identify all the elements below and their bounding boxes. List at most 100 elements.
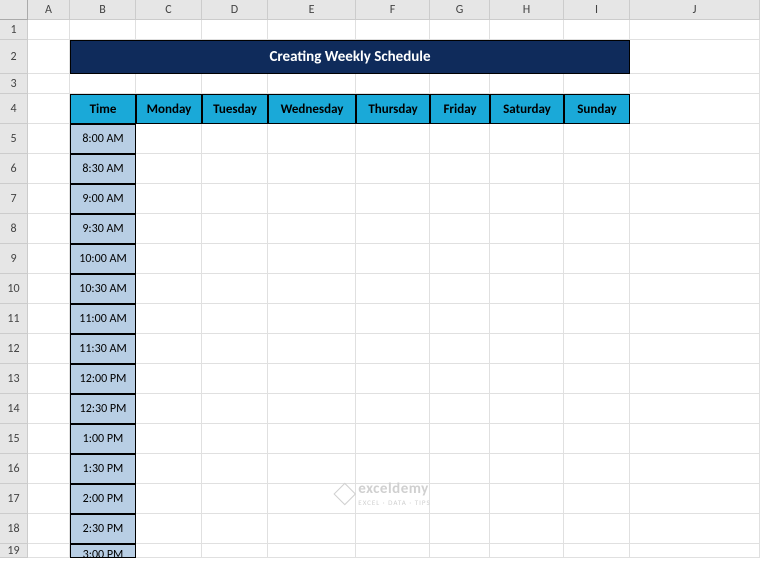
cell-C11[interactable]	[136, 304, 202, 334]
row-header-10[interactable]: 10	[0, 274, 28, 304]
cell-H13[interactable]	[490, 364, 564, 394]
cell-E16[interactable]	[268, 454, 356, 484]
cell-H6[interactable]	[490, 154, 564, 184]
cell-C13[interactable]	[136, 364, 202, 394]
cell-E12[interactable]	[268, 334, 356, 364]
cell-F18[interactable]	[356, 514, 430, 544]
cell-B3[interactable]	[70, 74, 136, 94]
cell-J17[interactable]	[630, 484, 760, 514]
cell-D3[interactable]	[202, 74, 268, 94]
cell-I19[interactable]	[564, 544, 630, 558]
cell-I16[interactable]	[564, 454, 630, 484]
cell-A13[interactable]	[28, 364, 70, 394]
cell-F3[interactable]	[356, 74, 430, 94]
cell-F1[interactable]	[356, 20, 430, 40]
cell-A19[interactable]	[28, 544, 70, 558]
cell-J7[interactable]	[630, 184, 760, 214]
cell-J1[interactable]	[630, 20, 760, 40]
cell-A16[interactable]	[28, 454, 70, 484]
cell-G1[interactable]	[430, 20, 490, 40]
cell-F7[interactable]	[356, 184, 430, 214]
cell-E7[interactable]	[268, 184, 356, 214]
cell-A6[interactable]	[28, 154, 70, 184]
cell-E15[interactable]	[268, 424, 356, 454]
cell-D11[interactable]	[202, 304, 268, 334]
cell-A2[interactable]	[28, 40, 70, 74]
row-header-11[interactable]: 11	[0, 304, 28, 334]
title-cell[interactable]: Creating Weekly Schedule	[70, 40, 630, 74]
cell-G7[interactable]	[430, 184, 490, 214]
cell-F10[interactable]	[356, 274, 430, 304]
cell-D9[interactable]	[202, 244, 268, 274]
row-header-17[interactable]: 17	[0, 484, 28, 514]
time-cell-11[interactable]: 1:30 PM	[70, 454, 136, 484]
cell-I5[interactable]	[564, 124, 630, 154]
cell-J19[interactable]	[630, 544, 760, 558]
cell-J18[interactable]	[630, 514, 760, 544]
cell-G15[interactable]	[430, 424, 490, 454]
cell-I13[interactable]	[564, 364, 630, 394]
cell-A7[interactable]	[28, 184, 70, 214]
col-header-J[interactable]: J	[630, 0, 760, 20]
cell-H14[interactable]	[490, 394, 564, 424]
cell-G14[interactable]	[430, 394, 490, 424]
cell-E14[interactable]	[268, 394, 356, 424]
time-cell-3[interactable]: 9:30 AM	[70, 214, 136, 244]
cell-C7[interactable]	[136, 184, 202, 214]
time-cell-7[interactable]: 11:30 AM	[70, 334, 136, 364]
cell-H1[interactable]	[490, 20, 564, 40]
cell-A9[interactable]	[28, 244, 70, 274]
cell-B1[interactable]	[70, 20, 136, 40]
cell-A17[interactable]	[28, 484, 70, 514]
cell-F11[interactable]	[356, 304, 430, 334]
cell-H5[interactable]	[490, 124, 564, 154]
row-header-7[interactable]: 7	[0, 184, 28, 214]
cell-E9[interactable]	[268, 244, 356, 274]
cell-A4[interactable]	[28, 94, 70, 124]
row-header-14[interactable]: 14	[0, 394, 28, 424]
cell-J5[interactable]	[630, 124, 760, 154]
schedule-header-saturday[interactable]: Saturday	[490, 94, 564, 124]
cell-G16[interactable]	[430, 454, 490, 484]
col-header-corner[interactable]	[0, 0, 28, 20]
cell-H10[interactable]	[490, 274, 564, 304]
cell-H12[interactable]	[490, 334, 564, 364]
cell-H19[interactable]	[490, 544, 564, 558]
cell-D19[interactable]	[202, 544, 268, 558]
cell-F13[interactable]	[356, 364, 430, 394]
row-header-16[interactable]: 16	[0, 454, 28, 484]
cell-H7[interactable]	[490, 184, 564, 214]
cell-F16[interactable]	[356, 454, 430, 484]
cell-G19[interactable]	[430, 544, 490, 558]
col-header-I[interactable]: I	[564, 0, 630, 20]
cell-C5[interactable]	[136, 124, 202, 154]
cell-D17[interactable]	[202, 484, 268, 514]
cell-E11[interactable]	[268, 304, 356, 334]
cell-J6[interactable]	[630, 154, 760, 184]
cell-E17[interactable]	[268, 484, 356, 514]
cell-J15[interactable]	[630, 424, 760, 454]
row-header-9[interactable]: 9	[0, 244, 28, 274]
cell-C9[interactable]	[136, 244, 202, 274]
cell-D14[interactable]	[202, 394, 268, 424]
row-header-5[interactable]: 5	[0, 124, 28, 154]
cell-D12[interactable]	[202, 334, 268, 364]
time-cell-0[interactable]: 8:00 AM	[70, 124, 136, 154]
cell-F19[interactable]	[356, 544, 430, 558]
cell-F17[interactable]	[356, 484, 430, 514]
cell-D7[interactable]	[202, 184, 268, 214]
schedule-header-wednesday[interactable]: Wednesday	[268, 94, 356, 124]
cell-C18[interactable]	[136, 514, 202, 544]
cell-I12[interactable]	[564, 334, 630, 364]
cell-C14[interactable]	[136, 394, 202, 424]
cell-A8[interactable]	[28, 214, 70, 244]
col-header-G[interactable]: G	[430, 0, 490, 20]
schedule-header-time[interactable]: Time	[70, 94, 136, 124]
cell-H3[interactable]	[490, 74, 564, 94]
cell-C15[interactable]	[136, 424, 202, 454]
time-cell-2[interactable]: 9:00 AM	[70, 184, 136, 214]
cell-I8[interactable]	[564, 214, 630, 244]
col-header-C[interactable]: C	[136, 0, 202, 20]
row-header-18[interactable]: 18	[0, 514, 28, 544]
row-header-3[interactable]: 3	[0, 74, 28, 94]
